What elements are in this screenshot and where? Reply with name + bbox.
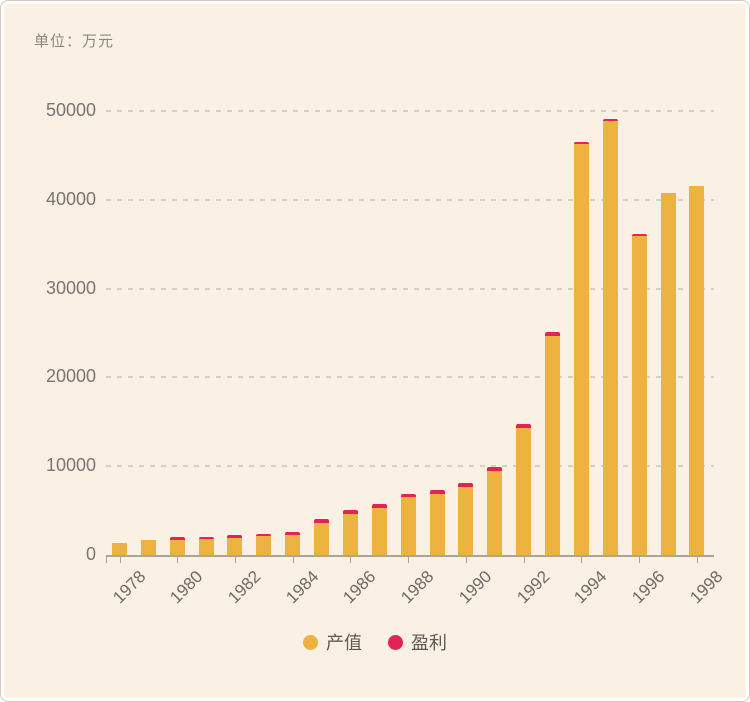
x-axis-tick-1996 — [639, 557, 641, 563]
bar-output-1990[interactable] — [458, 486, 474, 555]
legend-dot-profit-icon — [388, 634, 403, 650]
gridline-y-40000 — [106, 198, 714, 201]
bar-profit-1984[interactable] — [285, 532, 301, 535]
legend: 产值 盈利 — [1, 629, 749, 655]
bar-output-1998[interactable] — [689, 185, 705, 555]
x-axis-label-1998: 1998 — [686, 567, 727, 608]
x-axis-tick-1978 — [119, 557, 121, 563]
bar-profit-1990[interactable] — [458, 482, 474, 487]
bar-profit-1988[interactable] — [400, 493, 416, 498]
y-axis-label-20000: 20000 — [45, 366, 96, 387]
bar-profit-1980[interactable] — [169, 537, 185, 541]
bar-profit-1985[interactable] — [314, 518, 330, 523]
bar-output-1991[interactable] — [487, 471, 503, 555]
bar-profit-1983[interactable] — [256, 533, 272, 537]
y-axis-label-50000: 50000 — [45, 100, 96, 120]
gridline-y-10000 — [106, 465, 714, 468]
bar-output-1996[interactable] — [631, 235, 647, 555]
bar-output-1986[interactable] — [342, 514, 358, 555]
x-axis-label-1988: 1988 — [397, 567, 438, 608]
x-axis-label-1978: 1978 — [108, 567, 149, 608]
y-axis-label-0: 0 — [85, 544, 96, 564]
x-axis-line — [106, 555, 714, 557]
y-axis-label-40000: 40000 — [45, 188, 96, 209]
x-axis-tick-1994 — [581, 557, 583, 563]
bar-output-1992[interactable] — [516, 427, 532, 555]
bar-profit-1991[interactable] — [487, 467, 503, 472]
x-axis-tick-1984 — [292, 557, 294, 563]
bar-output-1980[interactable] — [169, 540, 185, 555]
bar-profit-1996[interactable] — [631, 233, 647, 236]
x-axis-tick-1998 — [696, 557, 698, 563]
bar-profit-1982[interactable] — [227, 535, 243, 538]
x-axis-tick-1990 — [465, 557, 467, 563]
bar-output-1995[interactable] — [602, 121, 618, 555]
bar-profit-1986[interactable] — [342, 510, 358, 515]
x-axis-tick-1986 — [350, 557, 352, 563]
y-axis-label-30000: 30000 — [45, 277, 96, 298]
bar-output-1985[interactable] — [314, 522, 330, 555]
legend-dot-output-icon — [303, 634, 318, 650]
bar-profit-1989[interactable] — [429, 490, 445, 494]
bar-output-1994[interactable] — [573, 144, 589, 555]
unit-label: 单位：万元 — [34, 33, 115, 50]
x-axis-label-1992: 1992 — [512, 567, 554, 608]
x-axis-tick-1992 — [523, 557, 525, 563]
bar-output-1988[interactable] — [400, 497, 416, 555]
bar-output-1982[interactable] — [227, 537, 243, 555]
x-axis-label-1982: 1982 — [224, 567, 265, 608]
gridline-y-30000 — [106, 287, 714, 290]
bar-profit-1981[interactable] — [198, 536, 214, 540]
x-axis-tick-1988 — [408, 557, 410, 563]
y-axis-label-10000: 10000 — [45, 455, 96, 476]
bar-output-1997[interactable] — [660, 192, 676, 555]
bar-output-1993[interactable] — [545, 336, 561, 555]
bar-output-1984[interactable] — [285, 534, 301, 555]
bar-profit-1992[interactable] — [516, 424, 532, 428]
x-axis-tick-start — [106, 557, 107, 563]
legend-item-output[interactable]: 产值 — [303, 629, 362, 655]
bar-output-1978[interactable] — [112, 542, 127, 555]
bar-output-1981[interactable] — [198, 539, 214, 555]
x-axis-label-1994: 1994 — [570, 567, 611, 608]
bar-output-1983[interactable] — [256, 536, 272, 555]
bar-profit-1993[interactable] — [545, 331, 561, 337]
legend-item-profit[interactable]: 盈利 — [388, 629, 447, 655]
bar-output-1987[interactable] — [371, 508, 387, 555]
x-axis-label-1984: 1984 — [281, 567, 323, 608]
x-axis-tick-1982 — [234, 557, 236, 563]
x-axis-label-1986: 1986 — [339, 567, 380, 608]
legend-label-profit: 盈利 — [411, 633, 447, 653]
x-axis-label-1996: 1996 — [628, 567, 669, 608]
legend-label-output: 产值 — [326, 633, 362, 653]
bar-profit-1987[interactable] — [371, 504, 387, 509]
bar-output-1979[interactable] — [140, 540, 156, 555]
x-axis-label-1990: 1990 — [455, 567, 496, 608]
bar-profit-1994[interactable] — [573, 141, 589, 145]
gridline-y-50000 — [106, 110, 714, 112]
bar-profit-1995[interactable] — [602, 119, 618, 122]
x-axis-tick-1980 — [177, 557, 179, 563]
bar-output-1989[interactable] — [429, 493, 445, 555]
x-axis-label-1980: 1980 — [166, 567, 207, 608]
gridline-y-20000 — [106, 376, 714, 379]
